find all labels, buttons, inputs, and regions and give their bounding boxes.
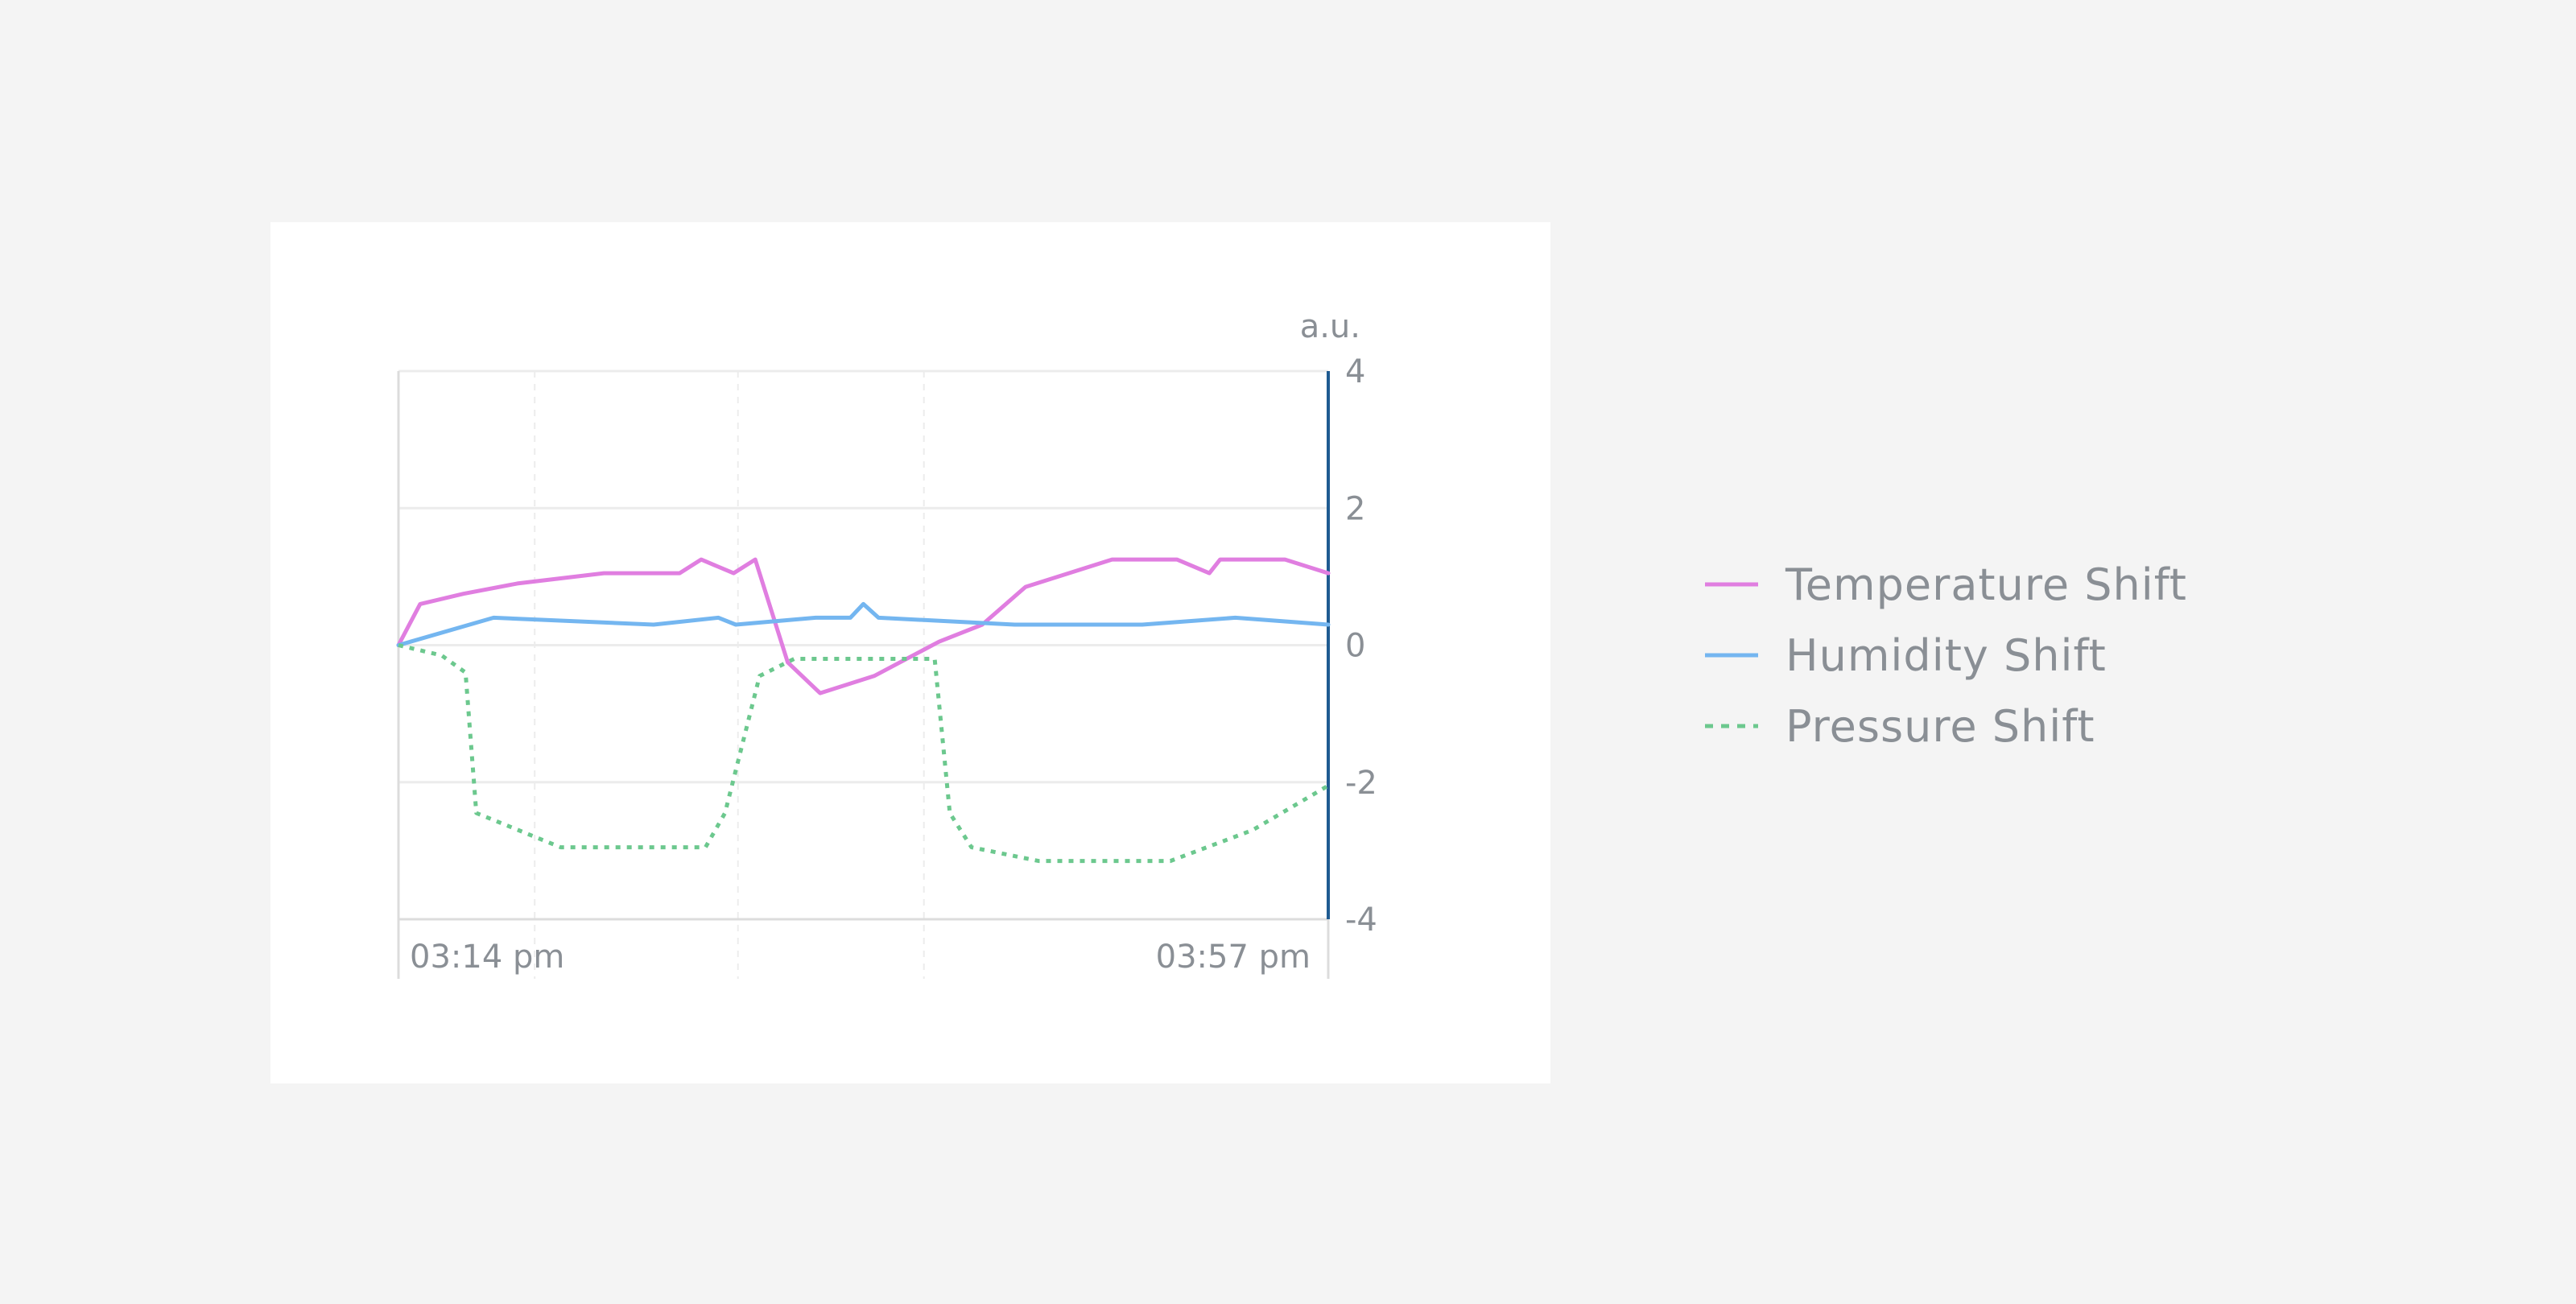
legend-item-temperature-shift: Temperature Shift [1705,549,2187,620]
line-chart: 4 2 0 -2 -4 a.u. 03:14 pm 03:57 pm [396,308,1377,979]
y-tick-label: 4 [1345,353,1365,390]
chart-legend: Temperature Shift Humidity Shift Pressur… [1705,549,2187,761]
legend-label: Temperature Shift [1785,559,2187,610]
legend-label: Pressure Shift [1785,700,2095,752]
humidity-shift-series-line [396,601,1331,647]
y-tick-label: -4 [1345,902,1377,939]
x-tick-label: 03:57 pm [1156,939,1311,976]
y-unit-label: a.u. [1300,308,1360,345]
humidity-shift-legend-swatch [1705,653,1758,658]
x-tick-label: 03:14 pm [410,939,564,976]
pressure-shift-legend-swatch [1705,724,1758,728]
legend-item-pressure-shift: Pressure Shift [1705,691,2187,761]
legend-item-humidity-shift: Humidity Shift [1705,620,2187,691]
y-tick-label: 2 [1345,490,1365,527]
y-tick-label: 0 [1345,628,1365,665]
legend-label: Humidity Shift [1785,629,2107,681]
pressure-shift-series-line [398,643,1330,864]
temperature-shift-legend-swatch [1705,582,1758,587]
temperature-shift-series-line [396,557,1331,695]
chart-card: 4 2 0 -2 -4 a.u. 03:14 pm 03:57 pm [270,222,1550,1083]
y-tick-label: -2 [1345,765,1377,802]
